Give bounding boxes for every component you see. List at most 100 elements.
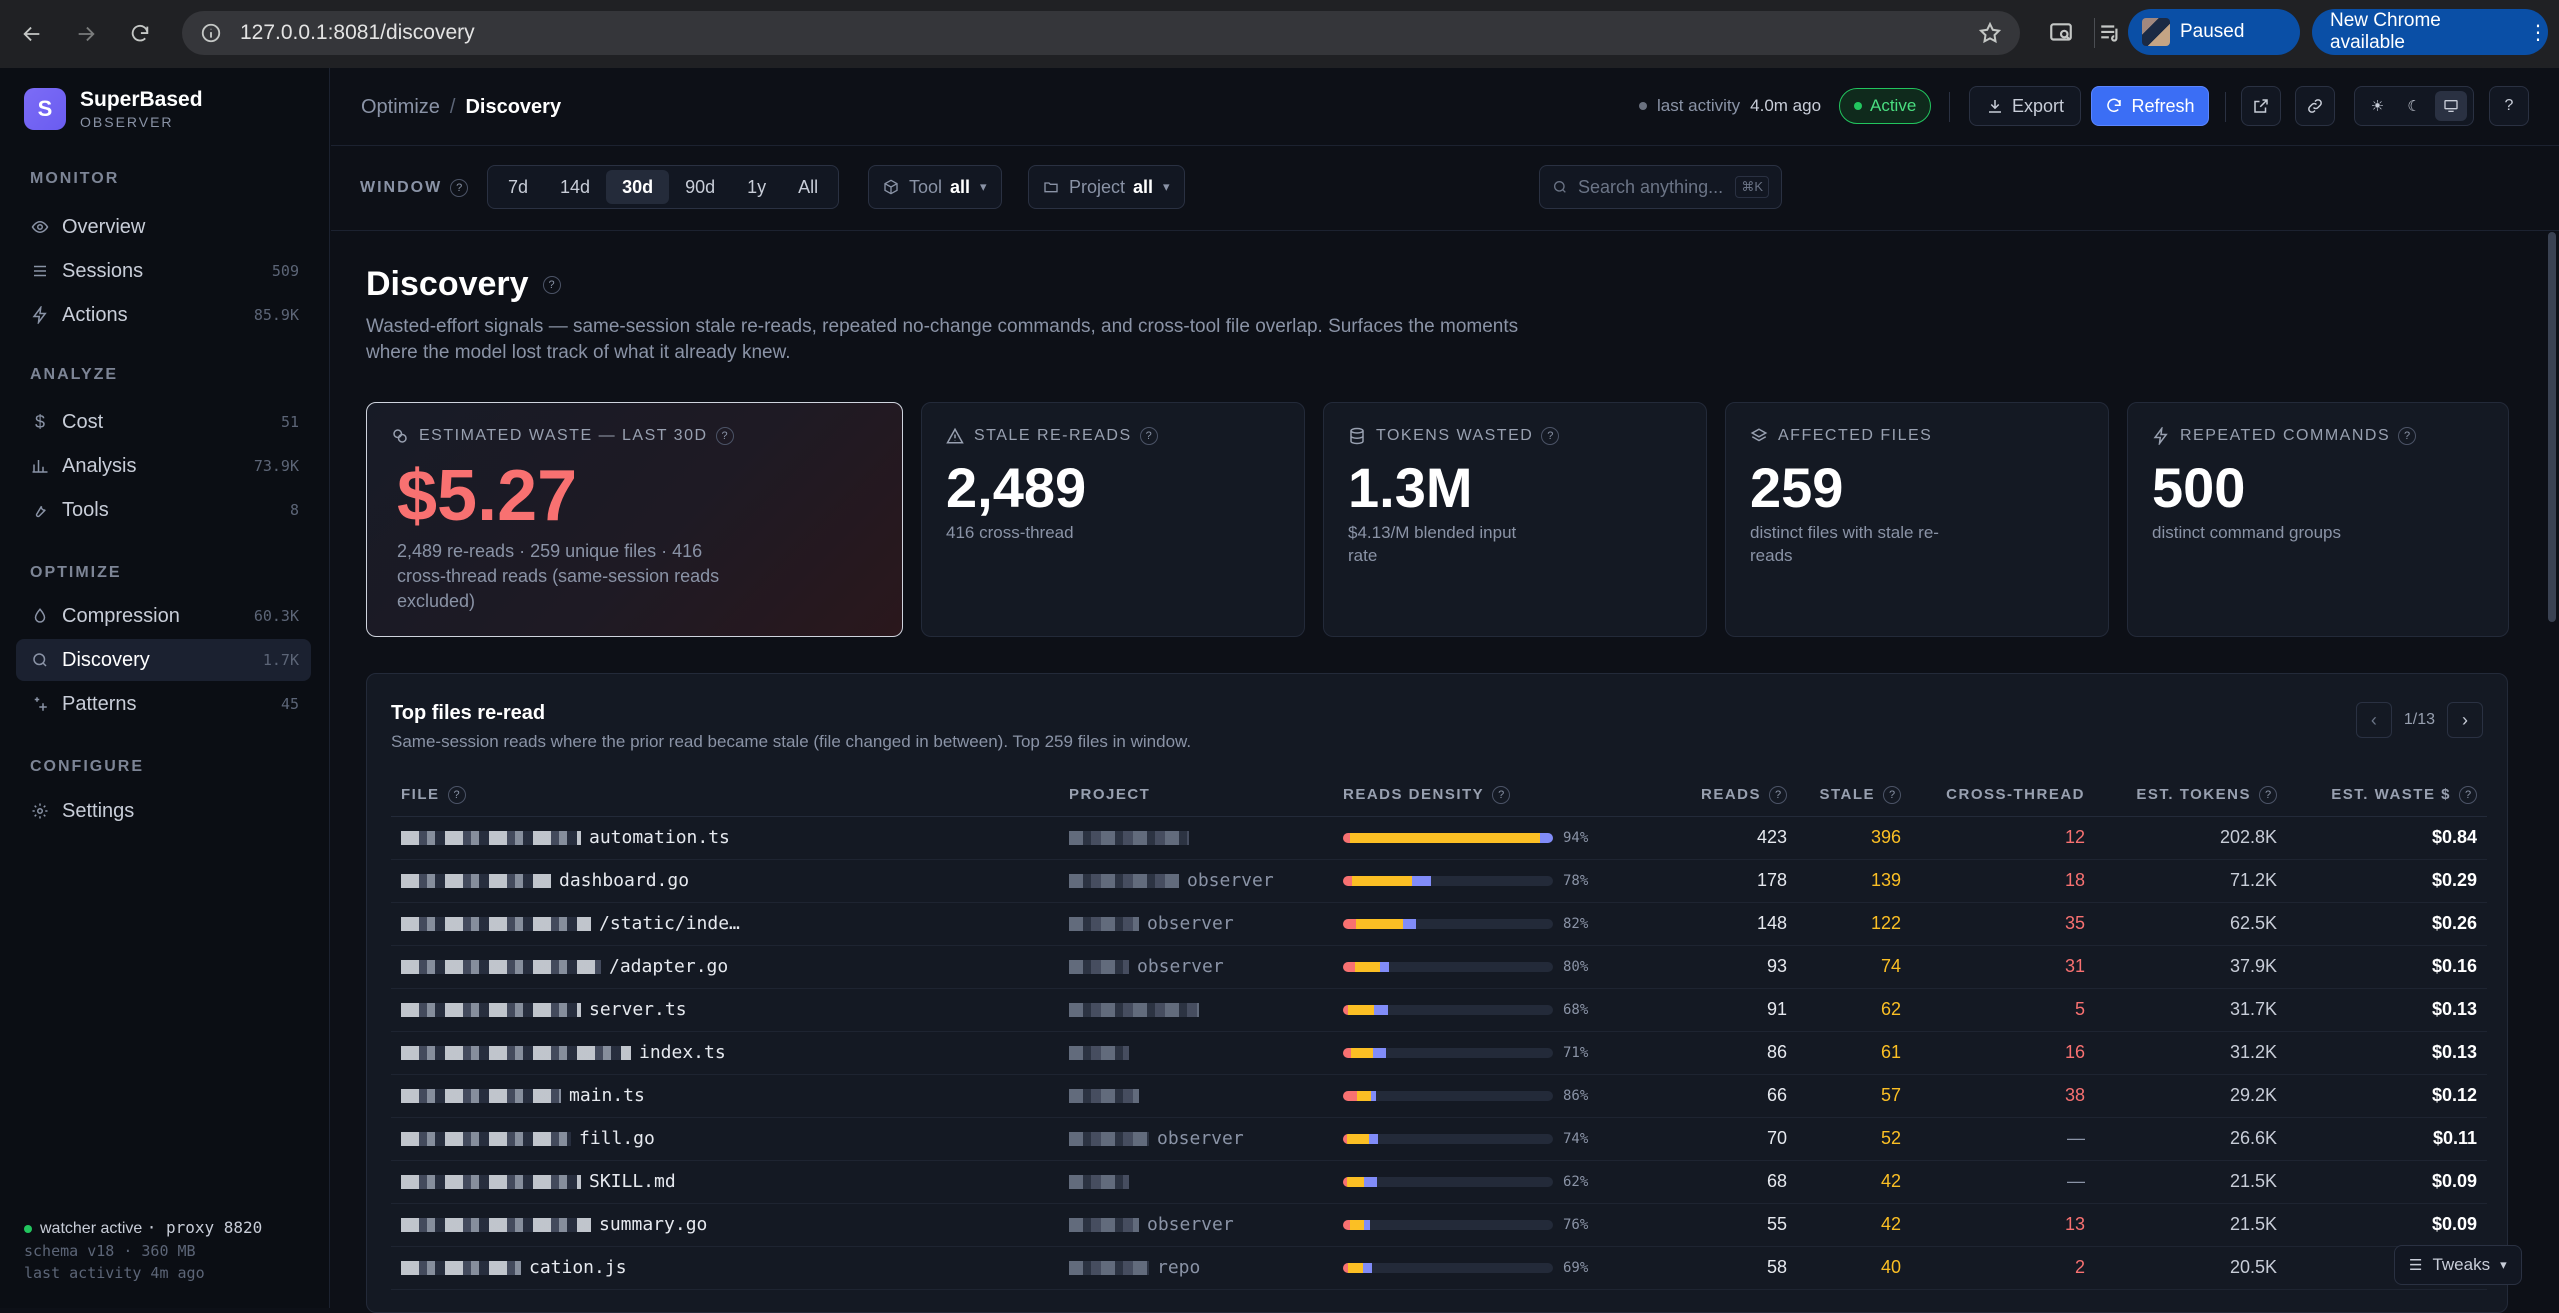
export-button[interactable]: Export	[1969, 86, 2081, 126]
project-cell: observer	[1059, 1203, 1333, 1247]
reload-icon[interactable]	[120, 14, 160, 54]
table-row[interactable]: dashboard.go observer 78% 178 139 18 71.2K $0.2…	[391, 859, 2487, 903]
help-icon[interactable]: ?	[1492, 785, 1511, 804]
density-bar	[1343, 1090, 1553, 1101]
column-header-reads-density[interactable]: READS DENSITY?	[1333, 774, 1673, 817]
window-option-all[interactable]: All	[798, 176, 819, 197]
cast-search-icon[interactable]	[2048, 20, 2074, 46]
file-name: SKILL.md	[589, 1171, 676, 1192]
window-option-90d[interactable]: 90d	[685, 176, 716, 197]
help-icon[interactable]: ?	[450, 179, 469, 197]
help-icon[interactable]: ?	[1139, 427, 1158, 445]
help-icon[interactable]: ?	[2398, 427, 2417, 445]
help-icon[interactable]: ?	[2459, 785, 2477, 804]
media-controls-icon[interactable]	[2098, 20, 2124, 46]
prev-page-icon[interactable]: ‹	[2355, 702, 2392, 738]
back-icon[interactable]	[12, 14, 52, 54]
window-option-1y[interactable]: 1y	[747, 176, 767, 197]
help-icon[interactable]: ?	[715, 427, 734, 445]
est-waste-cell: $0.84	[2287, 816, 2487, 860]
table-row[interactable]: server.ts 68% 91 62 5 31.7K $0.13	[391, 988, 2487, 1032]
breadcrumb-parent[interactable]: Optimize	[361, 96, 440, 118]
dark-theme-icon[interactable]: ☾	[2407, 98, 2421, 115]
kebab-menu-icon[interactable]: ⋮	[2528, 21, 2548, 44]
file-cell[interactable]: main.ts	[391, 1074, 1059, 1118]
file-cell[interactable]: SKILL.md	[391, 1160, 1059, 1204]
table-row[interactable]: index.ts 71% 86 61 16 31.2K $0.13	[391, 1031, 2487, 1075]
help-icon[interactable]: ?	[1883, 785, 1901, 804]
search-input[interactable]: Search anything... ⌘K	[1539, 165, 1782, 209]
system-theme-icon[interactable]	[2434, 91, 2467, 121]
next-page-icon[interactable]: ›	[2447, 702, 2483, 738]
table-row[interactable]: SKILL.md 62% 68 42—21.5K $0.09	[391, 1160, 2487, 1204]
density-cell: 76%	[1333, 1203, 1673, 1247]
sidebar-item-cost[interactable]: $ Cost 51	[16, 401, 311, 443]
density-bar-cross	[1343, 1004, 1349, 1015]
help-icon[interactable]: ?	[2259, 785, 2277, 804]
column-header-est-waste[interactable]: EST. WASTE $?	[2287, 774, 2487, 817]
theme-toggle-group: ☀ ☾	[2354, 86, 2474, 126]
file-cell[interactable]: index.ts	[391, 1031, 1059, 1075]
file-cell[interactable]: server.ts	[391, 988, 1059, 1032]
help-icon[interactable]: ?	[447, 785, 466, 804]
address-bar[interactable]: 127.0.0.1:8081/discovery	[182, 11, 2020, 55]
refresh-button[interactable]: Refresh	[2091, 86, 2209, 126]
nav-section-analyze: ANALYZE	[30, 366, 119, 383]
help-icon[interactable]: ?	[1769, 785, 1787, 804]
file-cell[interactable]: /adapter.go	[391, 945, 1059, 989]
density-bar-stale	[1350, 832, 1541, 843]
sidebar-item-settings[interactable]: Settings	[16, 790, 311, 832]
sidebar-item-tools[interactable]: Tools 8	[16, 489, 311, 531]
sidebar-item-discovery[interactable]: Discovery 1.7K	[16, 639, 311, 681]
file-cell[interactable]: cation.js	[391, 1246, 1059, 1290]
nav-section-configure: CONFIGURE	[30, 758, 144, 775]
file-cell[interactable]: automation.ts	[391, 816, 1059, 860]
column-header-cross-thread[interactable]: CROSS-THREAD	[1911, 774, 2095, 817]
light-theme-icon[interactable]: ☀	[2370, 98, 2385, 115]
file-cell[interactable]: fill.go	[391, 1117, 1059, 1161]
tweaks-button[interactable]: ☰ Tweaks ▾	[2394, 1245, 2522, 1285]
help-button[interactable]: ?	[2489, 86, 2529, 126]
forward-icon[interactable]	[66, 14, 106, 54]
sidebar-item-sessions[interactable]: Sessions 509	[16, 250, 311, 292]
window-option-14d[interactable]: 14d	[560, 176, 591, 197]
sidebar-item-analysis[interactable]: Analysis 73.9K	[16, 445, 311, 487]
open-external-button[interactable]	[2241, 86, 2281, 126]
sidebar-item-overview[interactable]: Overview	[16, 206, 311, 248]
url-text[interactable]: 127.0.0.1:8081/discovery	[240, 21, 475, 44]
column-header-file[interactable]: FILE?	[391, 774, 1059, 817]
table-row[interactable]: /adapter.go observer 80% 93 74 31 37.9K $0.16	[391, 945, 2487, 989]
bookmark-star-icon[interactable]	[1978, 21, 2002, 45]
help-icon[interactable]: ?	[542, 275, 561, 294]
brand[interactable]: S SuperBased OBSERVER	[24, 88, 203, 130]
chrome-update-button[interactable]: New Chrome available ⋮	[2312, 9, 2548, 55]
column-header-est-tokens[interactable]: EST. TOKENS?	[2095, 774, 2287, 817]
density-bar-stale	[1351, 875, 1412, 886]
column-header-stale[interactable]: STALE?	[1797, 774, 1911, 817]
sidebar-item-compression[interactable]: Compression 60.3K	[16, 595, 311, 637]
page-scrollbar[interactable]	[2548, 232, 2556, 622]
table-row[interactable]: fill.go observer 74% 70 52—26.6K $0.11	[391, 1117, 2487, 1161]
tool-filter-dropdown[interactable]: Tool all ▾	[868, 165, 1002, 209]
window-option-30d[interactable]: 30d	[606, 170, 670, 204]
sidebar-item-actions[interactable]: Actions 85.9K	[16, 294, 311, 336]
est-tokens-cell: 26.6K	[2095, 1117, 2287, 1161]
table-row[interactable]: summary.go observer 76% 55 42 13 21.5K $0.09	[391, 1203, 2487, 1247]
site-info-icon[interactable]	[200, 22, 222, 44]
copy-link-button[interactable]	[2295, 86, 2335, 126]
table-row[interactable]: automation.ts 94% 423 396 12 202.8K $0.84	[391, 816, 2487, 860]
table-row[interactable]: /static/inde… observer 82% 148 122 35 62.5K $0.…	[391, 902, 2487, 946]
column-header-reads[interactable]: READS?	[1673, 774, 1797, 817]
redacted-path	[401, 874, 551, 888]
profile-paused-button[interactable]: Paused	[2128, 9, 2300, 55]
column-header-project[interactable]: PROJECT	[1059, 774, 1333, 817]
help-icon[interactable]: ?	[1541, 427, 1560, 445]
sidebar-item-patterns[interactable]: Patterns 45	[16, 683, 311, 725]
file-cell[interactable]: dashboard.go	[391, 859, 1059, 903]
table-row[interactable]: main.ts 86% 66 57 38 29.2K $0.12	[391, 1074, 2487, 1118]
project-filter-dropdown[interactable]: Project all ▾	[1028, 165, 1185, 209]
file-cell[interactable]: summary.go	[391, 1203, 1059, 1247]
file-cell[interactable]: /static/inde…	[391, 902, 1059, 946]
window-option-7d[interactable]: 7d	[508, 176, 529, 197]
